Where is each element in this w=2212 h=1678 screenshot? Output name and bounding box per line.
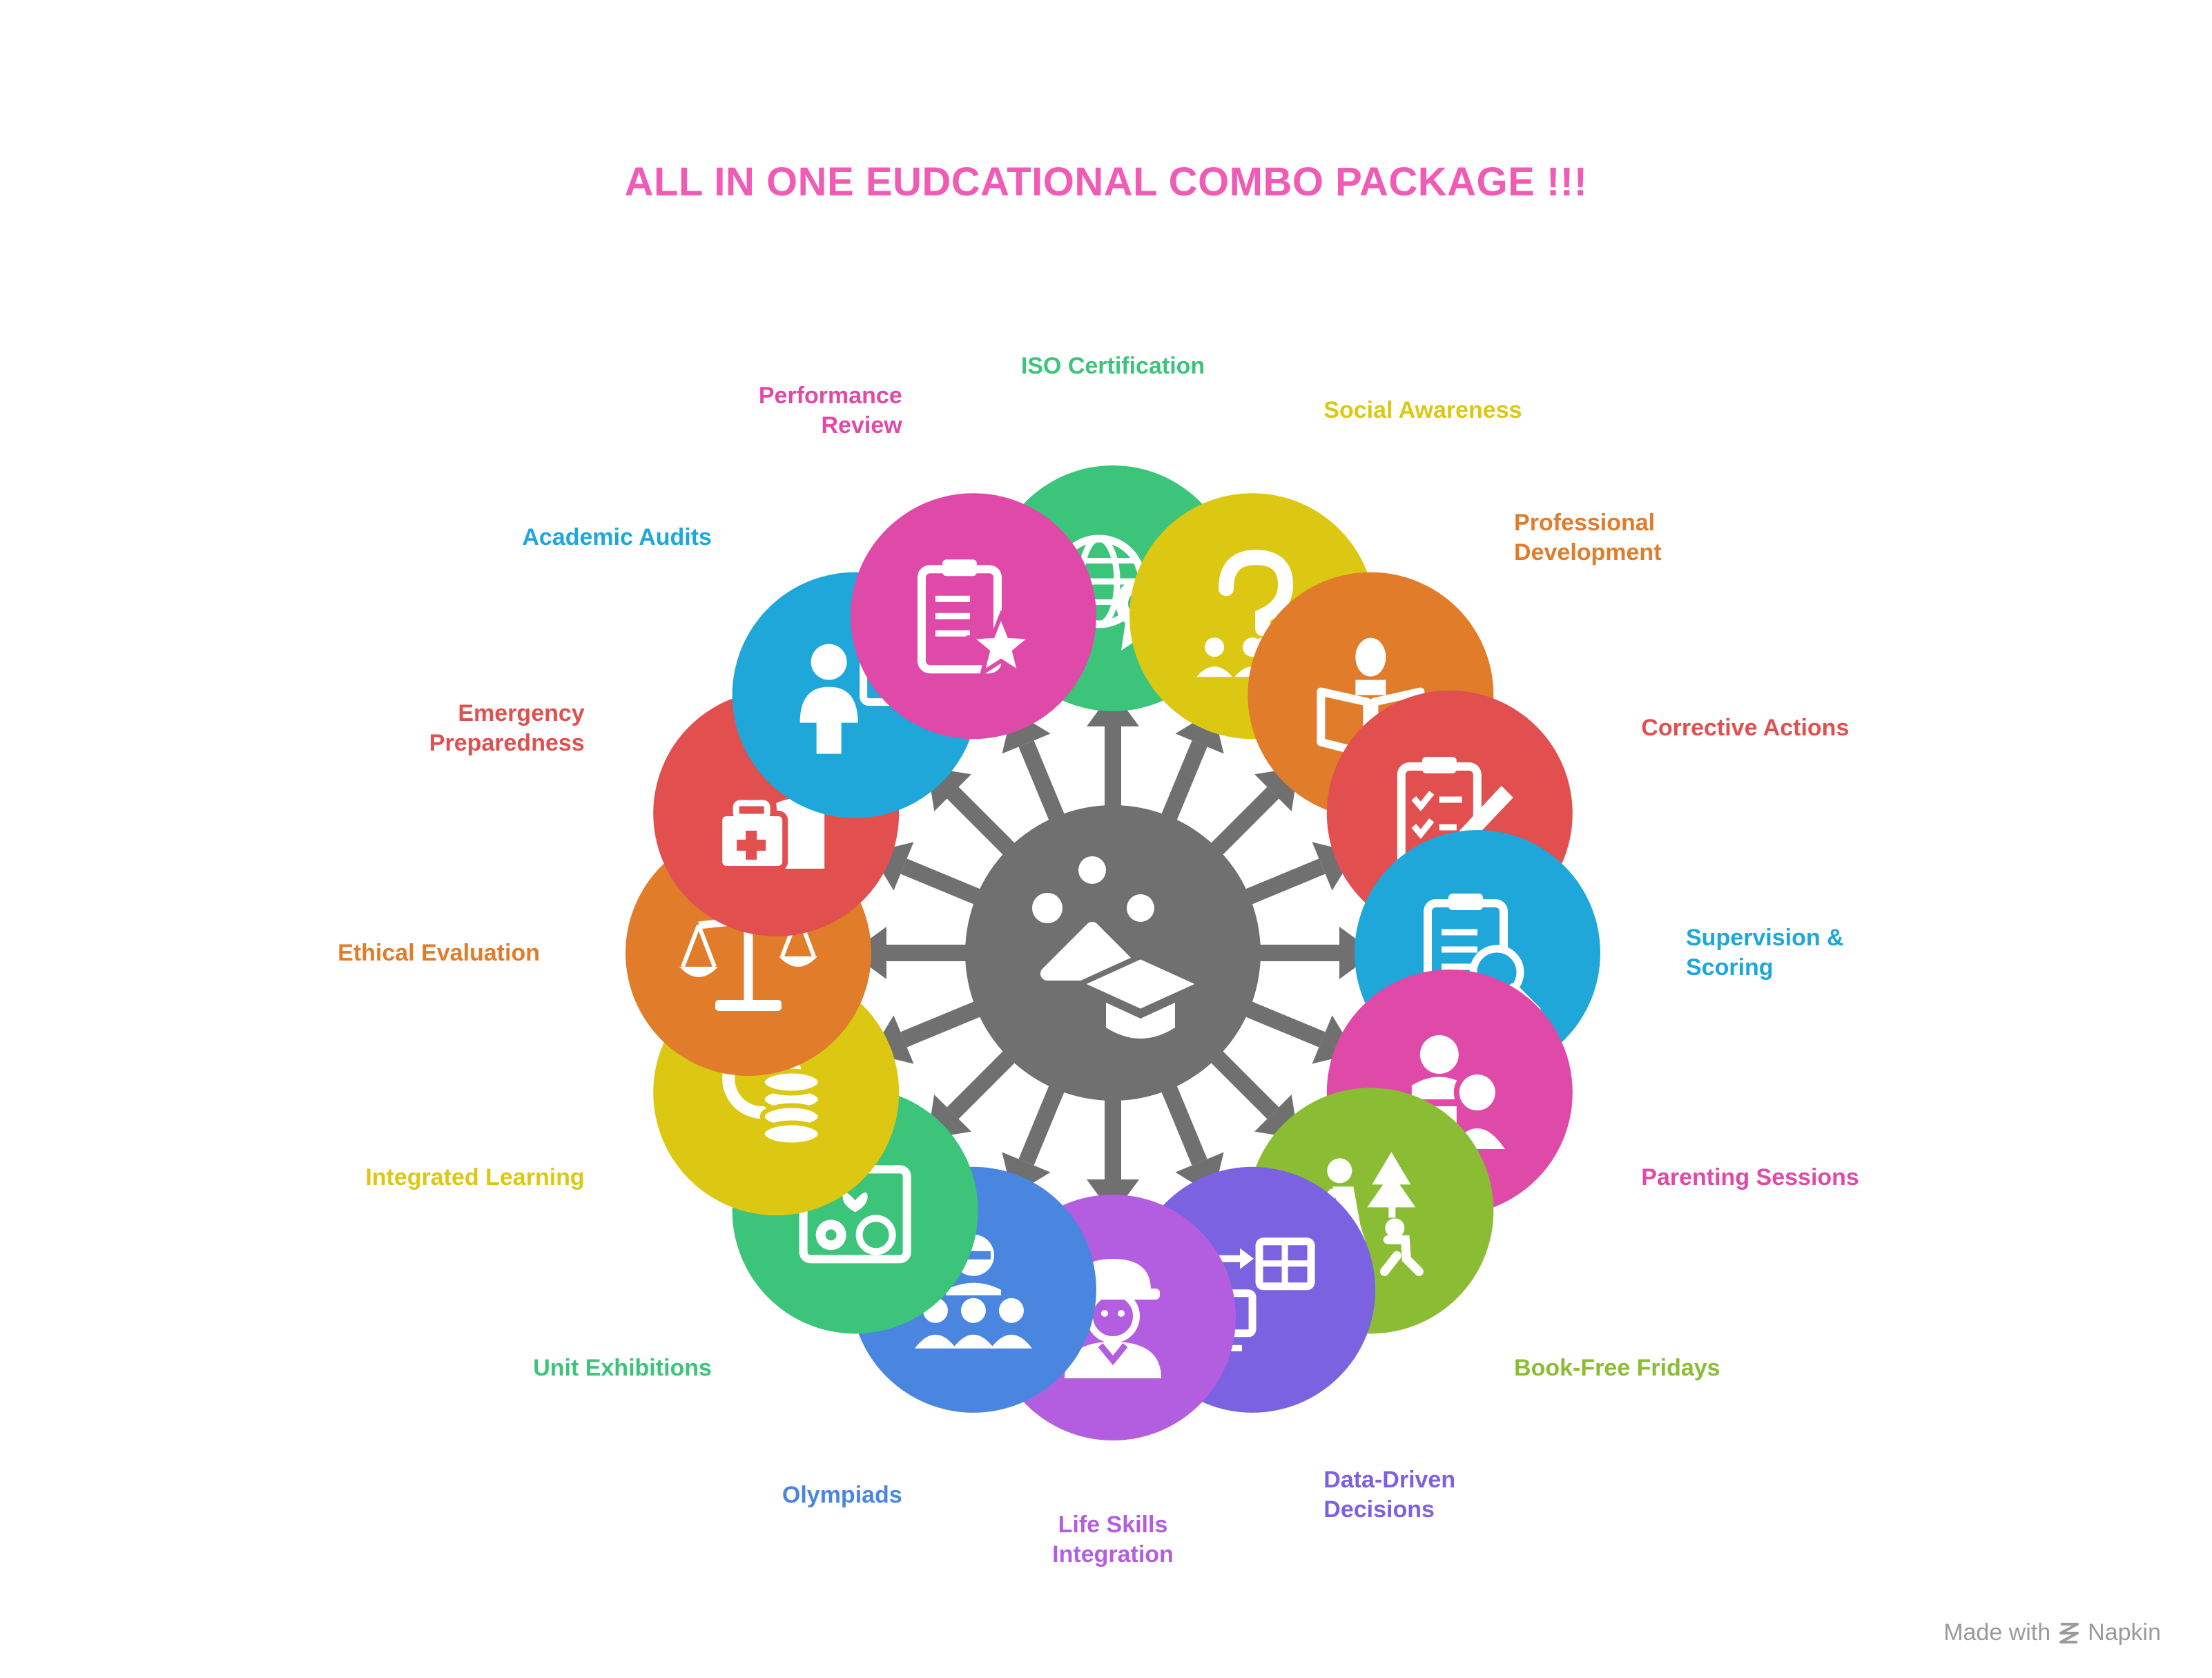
label-academic-audits: Academic Audits	[522, 523, 712, 552]
label-social-awareness: Social Awareness	[1323, 396, 1522, 425]
clipboard-star-icon	[917, 559, 1037, 678]
label-professional-development: Professional Development	[1514, 508, 1662, 568]
label-emergency-preparedness: Emergency Preparedness	[429, 699, 585, 758]
label-line: Scoring	[1686, 954, 1774, 981]
footer-brand: Napkin	[2088, 1619, 2161, 1646]
label-line: Preparedness	[429, 729, 585, 756]
label-line: Development	[1514, 539, 1662, 566]
label-line: Emergency	[458, 700, 585, 726]
napkin-logo-icon	[2059, 1622, 2079, 1643]
label-line: Performance	[758, 382, 902, 409]
label-line: Integrated Learning	[365, 1164, 585, 1190]
label-line: Data-Driven	[1323, 1467, 1456, 1494]
page-title: ALL IN ONE EUDCATIONAL COMBO PACKAGE !!!	[624, 160, 1588, 204]
label-life-skills-integration: Life Skills Integration	[906, 1510, 1320, 1570]
label-book-free-fridays: Book-Free Fridays	[1514, 1353, 1720, 1383]
label-line: ISO Certification	[1020, 352, 1205, 379]
label-line: Book-Free Fridays	[1514, 1354, 1720, 1381]
label-data-driven-decisions: Data-Driven Decisions	[1323, 1465, 1455, 1525]
label-corrective-actions: Corrective Actions	[1641, 713, 1849, 743]
label-unit-exhibitions: Unit Exhibitions	[533, 1353, 712, 1383]
label-line: Ethical Evaluation	[338, 939, 540, 966]
graduation-dots-icon	[1032, 856, 1208, 1039]
label-iso-certification: ISO Certification	[906, 351, 1320, 381]
label-line: Olympiads	[782, 1481, 902, 1508]
label-line: Unit Exhibitions	[533, 1354, 712, 1381]
label-line: Academic Audits	[522, 524, 712, 551]
node-performance-review	[850, 493, 1096, 740]
label-ethical-evaluation: Ethical Evaluation	[338, 938, 540, 968]
label-line: Review	[821, 412, 902, 438]
label-line: Professional	[1514, 509, 1656, 536]
footer-text: Made with	[1943, 1619, 2051, 1646]
label-line: Parenting Sessions	[1641, 1164, 1859, 1190]
label-line: Social Awareness	[1323, 397, 1522, 424]
label-performance-review: Performance Review	[759, 381, 902, 441]
label-line: Integration	[1052, 1541, 1174, 1568]
label-supervision-scoring: Supervision & Scoring	[1686, 923, 1844, 983]
label-olympiads: Olympiads	[782, 1481, 902, 1510]
label-line: Life Skills	[1058, 1512, 1168, 1538]
label-line: Corrective Actions	[1641, 715, 1850, 742]
node-circle	[850, 493, 1096, 740]
footer-credit: Made with Napkin	[1943, 1619, 2161, 1646]
label-line: Decisions	[1323, 1496, 1435, 1523]
label-integrated-learning: Integrated Learning	[365, 1163, 584, 1193]
label-parenting-sessions: Parenting Sessions	[1641, 1163, 1859, 1193]
label-line: Supervision &	[1686, 925, 1844, 951]
central-hub	[965, 805, 1261, 1101]
